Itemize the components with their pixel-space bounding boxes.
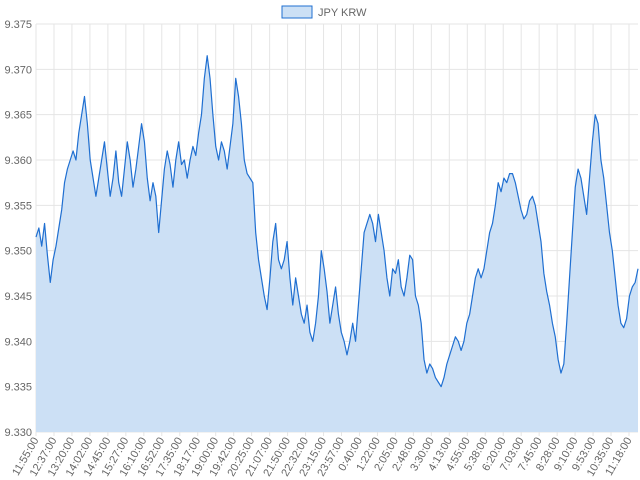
y-tick-label: 9.365 — [4, 110, 32, 122]
x-axis-tick-labels: 11:55:0012:37:0013:20:0014:02:0014:45:00… — [10, 436, 634, 479]
y-tick-label: 9.335 — [4, 382, 32, 394]
y-tick-label: 9.360 — [4, 155, 32, 167]
y-tick-label: 9.340 — [4, 336, 32, 348]
y-tick-label: 9.350 — [4, 246, 32, 258]
legend-label[interactable]: JPY KRW — [318, 7, 367, 19]
legend-swatch[interactable] — [281, 5, 313, 19]
y-tick-label: 9.330 — [4, 427, 32, 439]
legend[interactable]: JPY KRW — [281, 5, 367, 19]
y-tick-label: 9.370 — [4, 64, 32, 76]
y-axis-tick-labels: 9.330 9.335 9.340 9.345 9.350 9.355 9.360 9.365… — [4, 19, 32, 439]
series-line — [35, 55, 639, 388]
y-tick-label: 9.345 — [4, 291, 32, 303]
y-tick-label: 9.355 — [4, 200, 32, 212]
y-tick-label: 9.375 — [4, 19, 32, 31]
series-area-fill — [36, 55, 638, 432]
